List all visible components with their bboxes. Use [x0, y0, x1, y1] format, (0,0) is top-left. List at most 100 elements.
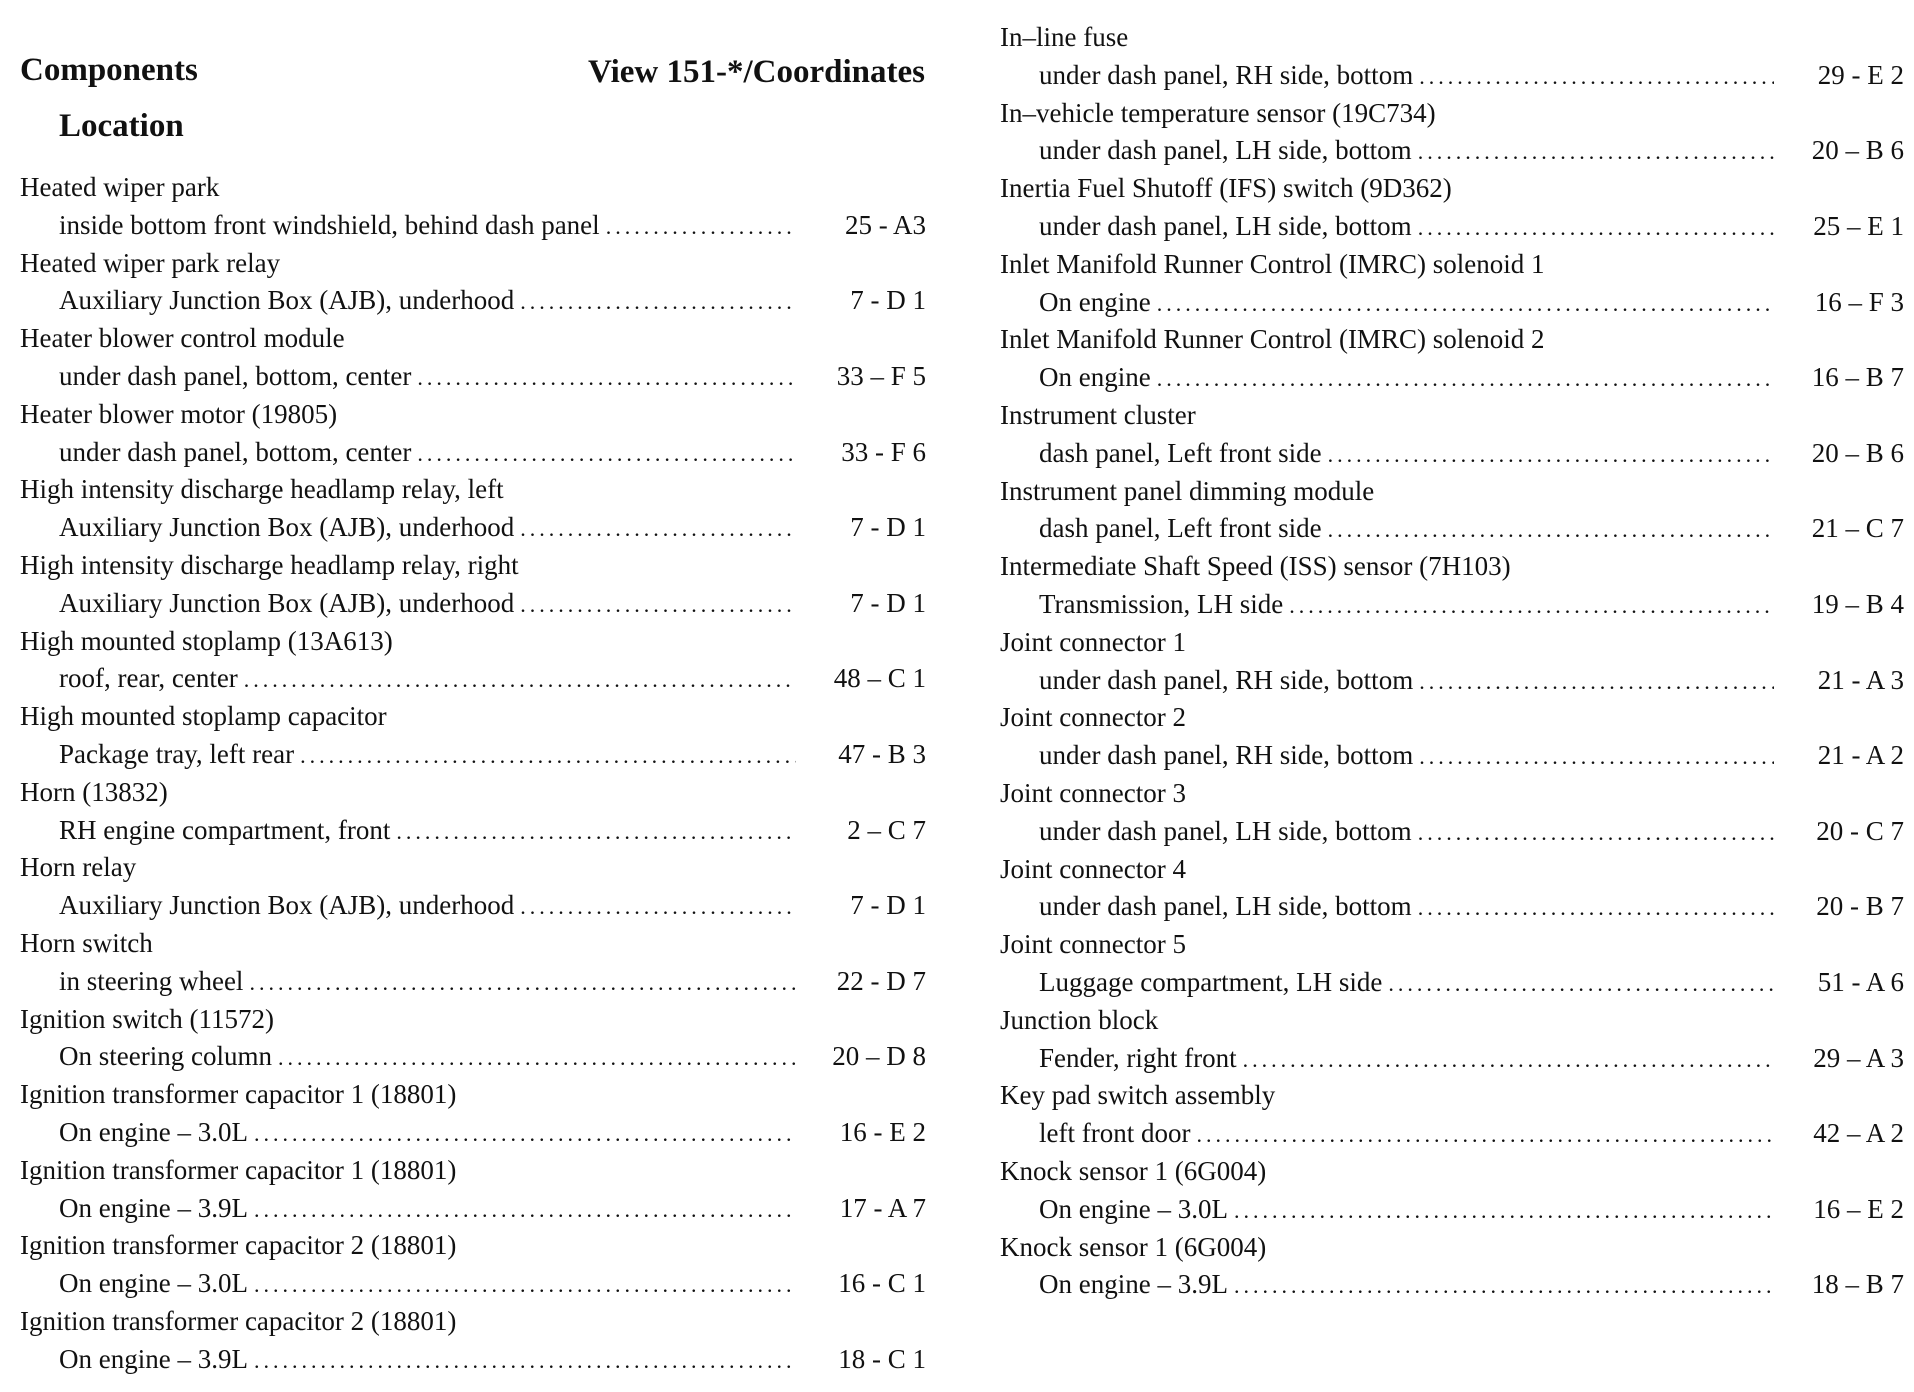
coordinate-code: 16 - C 1	[838, 1268, 926, 1299]
location-text: Auxiliary Junction Box (AJB), underhood	[59, 285, 515, 316]
dot-leader: ........................................…	[253, 1196, 796, 1222]
component-location-row: under dash panel, bottom, center........…	[59, 357, 926, 395]
dot-leader: ........................................…	[520, 289, 796, 315]
view-coordinates-heading: View 151-*/Coordinates	[588, 54, 925, 90]
coordinate-code: 21 – C 7	[1811, 513, 1904, 544]
component-name: Key pad switch assembly	[1000, 1080, 1276, 1111]
dot-leader: ........................................…	[1156, 366, 1774, 392]
component-location-row: On engine – 3.9L........................…	[59, 1189, 926, 1227]
dot-leader: ........................................…	[1289, 593, 1774, 618]
coordinate-code: 21 - A 3	[1817, 664, 1904, 695]
coordinate-code: 48 – C 1	[833, 663, 926, 694]
component-name: In–line fuse	[1000, 22, 1129, 52]
coordinate-code: 47 - B 3	[838, 739, 926, 769]
component-location-row: left front door.........................…	[1039, 1114, 1904, 1152]
coordinate-code: 16 - E 2	[839, 1117, 926, 1147]
location-text: Package tray, left rear	[59, 739, 295, 769]
component-location-row: Auxiliary Junction Box (AJB), underhood.…	[59, 886, 926, 924]
coordinate-code: 7 - D 1	[850, 587, 926, 618]
component-name: High intensity discharge headlamp relay,…	[20, 550, 519, 580]
dot-leader: ........................................…	[253, 1121, 796, 1146]
location-text: On steering column	[59, 1041, 272, 1072]
coordinate-code: 25 – E 1	[1813, 211, 1904, 241]
location-text: On engine	[1039, 362, 1151, 393]
dot-leader: ........................................…	[253, 1272, 796, 1298]
component-location-row: Auxiliary Junction Box (AJB), underhood.…	[59, 584, 926, 622]
component-location-row: under dash panel, bottom, center........…	[59, 433, 926, 471]
coordinate-code: 33 – F 5	[836, 361, 926, 391]
component-name: Intermediate Shaft Speed (ISS) sensor (7…	[1000, 551, 1511, 582]
dot-leader: ........................................…	[1327, 441, 1774, 467]
location-text: left front door	[1039, 1118, 1191, 1149]
location-text: On engine – 3.0L	[1039, 1193, 1228, 1224]
component-location-row: dash panel, Left front side.............…	[1039, 434, 1904, 472]
coordinate-code: 19 – B 4	[1811, 589, 1904, 619]
location-text: Auxiliary Junction Box (AJB), underhood	[59, 587, 515, 618]
location-heading: Location	[59, 108, 184, 144]
dot-leader: ........................................…	[1242, 1046, 1774, 1072]
location-text: On engine	[1039, 286, 1151, 317]
component-name: Horn (13832)	[20, 776, 168, 807]
component-location-row: Auxiliary Junction Box (AJB), underhood.…	[59, 281, 926, 319]
location-text: On engine – 3.9L	[59, 1343, 248, 1374]
component-location-row: On engine – 3.0L........................…	[59, 1264, 926, 1302]
component-name: Knock sensor 1 (6G004)	[1000, 1231, 1267, 1262]
coordinate-code: 7 - D 1	[850, 285, 926, 316]
coordinate-code: 18 - C 1	[838, 1343, 926, 1374]
component-name: Inlet Manifold Runner Control (IMRC) sol…	[1000, 324, 1545, 355]
component-location-row: under dash panel, LH side, bottom.......…	[1039, 887, 1904, 925]
coordinate-code: 33 - F 6	[841, 436, 926, 467]
location-text: On engine – 3.9L	[1039, 1269, 1228, 1300]
component-name: Joint connector 1	[1000, 626, 1186, 657]
component-location-row: under dash panel, LH side, bottom.......…	[1039, 812, 1904, 850]
component-name: Ignition switch (11572)	[20, 1003, 274, 1034]
coordinate-code: 21 - A 2	[1817, 740, 1904, 771]
location-text: under dash panel, bottom, center	[59, 361, 412, 391]
coordinate-code: 20 – B 6	[1811, 437, 1904, 468]
coordinate-code: 17 - A 7	[839, 1192, 926, 1223]
coordinate-code: 51 - A 6	[1817, 967, 1904, 997]
dot-leader: ........................................…	[1417, 139, 1774, 165]
location-text: under dash panel, RH side, bottom	[1039, 664, 1414, 695]
dot-leader: ........................................…	[1233, 1273, 1774, 1299]
coordinate-code: 29 – A 3	[1813, 1042, 1904, 1073]
dot-leader: ........................................…	[605, 213, 796, 239]
coordinate-code: 16 – B 7	[1811, 362, 1904, 393]
component-name: Joint connector 4	[1000, 853, 1186, 884]
location-text: under dash panel, LH side, bottom	[1039, 891, 1412, 922]
component-name: Heater blower motor (19805)	[20, 398, 338, 429]
component-name: Inertia Fuel Shutoff (IFS) switch (9D362…	[1000, 173, 1452, 204]
coordinate-code: 22 - D 7	[836, 965, 926, 996]
coordinate-code: 7 - D 1	[850, 890, 926, 921]
location-text: under dash panel, LH side, bottom	[1039, 815, 1412, 846]
component-name: Instrument panel dimming module	[1000, 475, 1375, 506]
component-name: Joint connector 2	[1000, 702, 1186, 733]
component-name: Knock sensor 1 (6G004)	[1000, 1156, 1267, 1186]
component-name: Heated wiper park relay	[20, 247, 281, 278]
component-name: Inlet Manifold Runner Control (IMRC) sol…	[1000, 248, 1545, 279]
component-location-row: On engine – 3.0L........................…	[59, 1113, 926, 1151]
dot-leader: ........................................…	[396, 818, 796, 844]
coordinate-code: 20 - C 7	[1816, 815, 1904, 846]
component-location-row: Luggage compartment, LH side............…	[1039, 963, 1904, 1001]
coordinate-code: 7 - D 1	[850, 512, 926, 543]
coordinate-code: 42 – A 2	[1813, 1118, 1904, 1149]
location-text: dash panel, Left front side	[1039, 437, 1322, 468]
dot-leader: ........................................…	[1196, 1122, 1774, 1148]
component-name: Heated wiper park	[20, 172, 220, 202]
coordinate-code: 20 – B 6	[1811, 135, 1904, 166]
dot-leader: ........................................…	[300, 743, 796, 768]
dot-leader: ........................................…	[417, 440, 796, 466]
component-location-row: On engine...............................…	[1039, 283, 1904, 321]
location-text: inside bottom front windshield, behind d…	[59, 209, 600, 240]
component-location-row: On engine...............................…	[1039, 358, 1904, 396]
dot-leader: ........................................…	[1417, 895, 1774, 921]
component-name: High intensity discharge headlamp relay,…	[20, 474, 504, 505]
location-text: Luggage compartment, LH side	[1039, 967, 1383, 997]
dot-leader: ........................................…	[417, 365, 796, 390]
location-text: Auxiliary Junction Box (AJB), underhood	[59, 890, 515, 921]
component-location-row: under dash panel, RH side, bottom.......…	[1039, 736, 1904, 774]
component-location-row: inside bottom front windshield, behind d…	[59, 206, 926, 244]
component-location-row: Package tray, left rear.................…	[59, 735, 926, 773]
component-name: Ignition transformer capacitor 2 (18801)	[20, 1230, 457, 1261]
